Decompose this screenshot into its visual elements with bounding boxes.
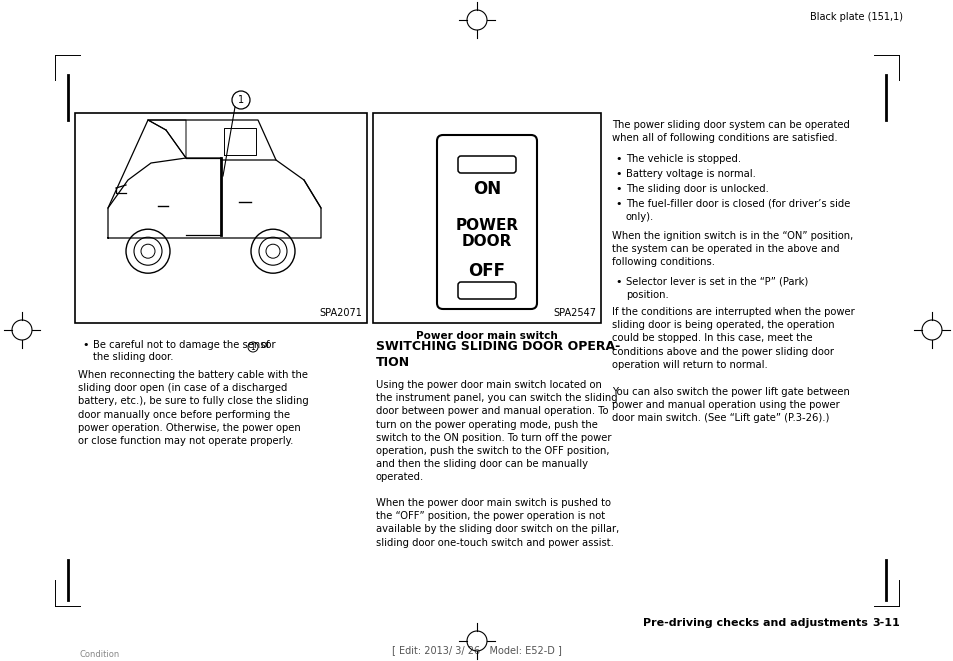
Text: •: • [615,199,621,209]
Text: Be careful not to damage the sensor: Be careful not to damage the sensor [92,340,275,350]
Text: •: • [615,277,621,287]
Bar [373,113,600,323]
Bar [75,113,367,323]
Text: Condition: Condition [80,650,120,659]
FancyBboxPatch shape [457,282,516,299]
Text: ON: ON [473,180,500,198]
Text: •: • [83,340,90,350]
Text: The fuel-filler door is closed (for driver’s side
only).: The fuel-filler door is closed (for driv… [625,199,849,222]
Text: Battery voltage is normal.: Battery voltage is normal. [625,169,755,179]
Text: The sliding door is unlocked.: The sliding door is unlocked. [625,184,768,194]
Text: SPA2547: SPA2547 [553,308,596,318]
Text: Selector lever is set in the “P” (Park)
position.: Selector lever is set in the “P” (Park) … [625,277,807,300]
Text: POWER: POWER [455,217,518,233]
Text: When reconnecting the battery cable with the
sliding door open (in case of a dis: When reconnecting the battery cable with… [78,370,309,446]
Text: DOOR: DOOR [461,235,512,249]
Text: You can also switch the power lift gate between
power and manual operation using: You can also switch the power lift gate … [612,387,849,424]
Text: the sliding door.: the sliding door. [92,352,173,362]
Text: [ Edit: 2013/ 3/ 26   Model: E52-D ]: [ Edit: 2013/ 3/ 26 Model: E52-D ] [392,645,561,655]
Text: 1: 1 [237,95,244,105]
Text: SPA2071: SPA2071 [319,308,361,318]
Text: •: • [615,184,621,194]
Text: The power sliding door system can be operated
when all of following conditions a: The power sliding door system can be ope… [612,120,849,143]
Text: 1: 1 [251,342,255,352]
Text: SWITCHING SLIDING DOOR OPERA-
TION: SWITCHING SLIDING DOOR OPERA- TION [375,340,619,369]
Text: Using the power door main switch located on
the instrument panel, you can switch: Using the power door main switch located… [375,380,617,483]
Text: When the power door main switch is pushed to
the “OFF” position, the power opera: When the power door main switch is pushe… [375,498,618,547]
FancyBboxPatch shape [457,156,516,173]
Text: •: • [615,154,621,164]
Text: 3-11: 3-11 [871,618,899,628]
FancyBboxPatch shape [436,135,537,309]
Text: of: of [261,340,271,350]
Text: Black plate (151,1): Black plate (151,1) [809,12,902,22]
Text: OFF: OFF [468,262,505,280]
Text: •: • [615,169,621,179]
Text: If the conditions are interrupted when the power
sliding door is being operated,: If the conditions are interrupted when t… [612,307,854,369]
Text: Pre-driving checks and adjustments: Pre-driving checks and adjustments [642,618,867,628]
Text: Power door main switch: Power door main switch [416,331,558,341]
Text: The vehicle is stopped.: The vehicle is stopped. [625,154,740,164]
Text: When the ignition switch is in the “ON” position,
the system can be operated in : When the ignition switch is in the “ON” … [612,231,852,268]
